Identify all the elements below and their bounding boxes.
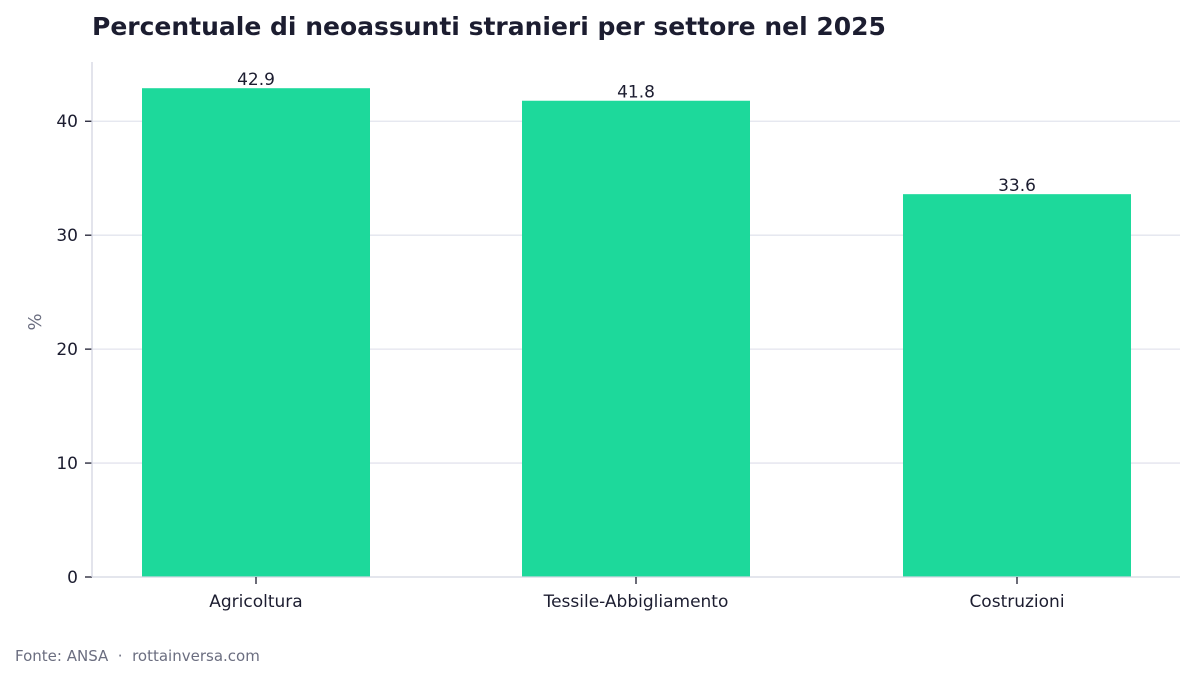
x-tick-label: Agricoltura	[209, 592, 302, 612]
bar-costruzioni	[903, 194, 1131, 577]
y-tick-label: 40	[56, 112, 78, 132]
source-note: Fonte: ANSA · rottainversa.com	[15, 647, 260, 665]
bar-tessile-abbigliamento	[522, 100, 750, 577]
bar-agricoltura	[142, 88, 370, 577]
bars	[142, 88, 1131, 577]
axes: 0 10 20 30 40 Agricoltura Tessile-Abbigliament…	[56, 62, 1180, 612]
chart-title: Percentuale di neoassunti stranieri per …	[92, 12, 886, 41]
x-tick-label: Tessile-Abbigliamento	[543, 592, 729, 612]
bar-value-label: 33.6	[998, 176, 1036, 196]
y-tick-label: 20	[56, 340, 78, 360]
y-tick-label: 30	[56, 226, 78, 246]
y-tick-label: 0	[67, 568, 78, 588]
bar-value-label: 41.8	[617, 83, 655, 103]
y-tick-label: 10	[56, 454, 78, 474]
value-labels: 42.9 41.8 33.6	[237, 70, 1036, 196]
y-axis-title: %	[25, 313, 46, 330]
x-tick-label: Costruzioni	[969, 592, 1064, 612]
bar-value-label: 42.9	[237, 70, 275, 90]
